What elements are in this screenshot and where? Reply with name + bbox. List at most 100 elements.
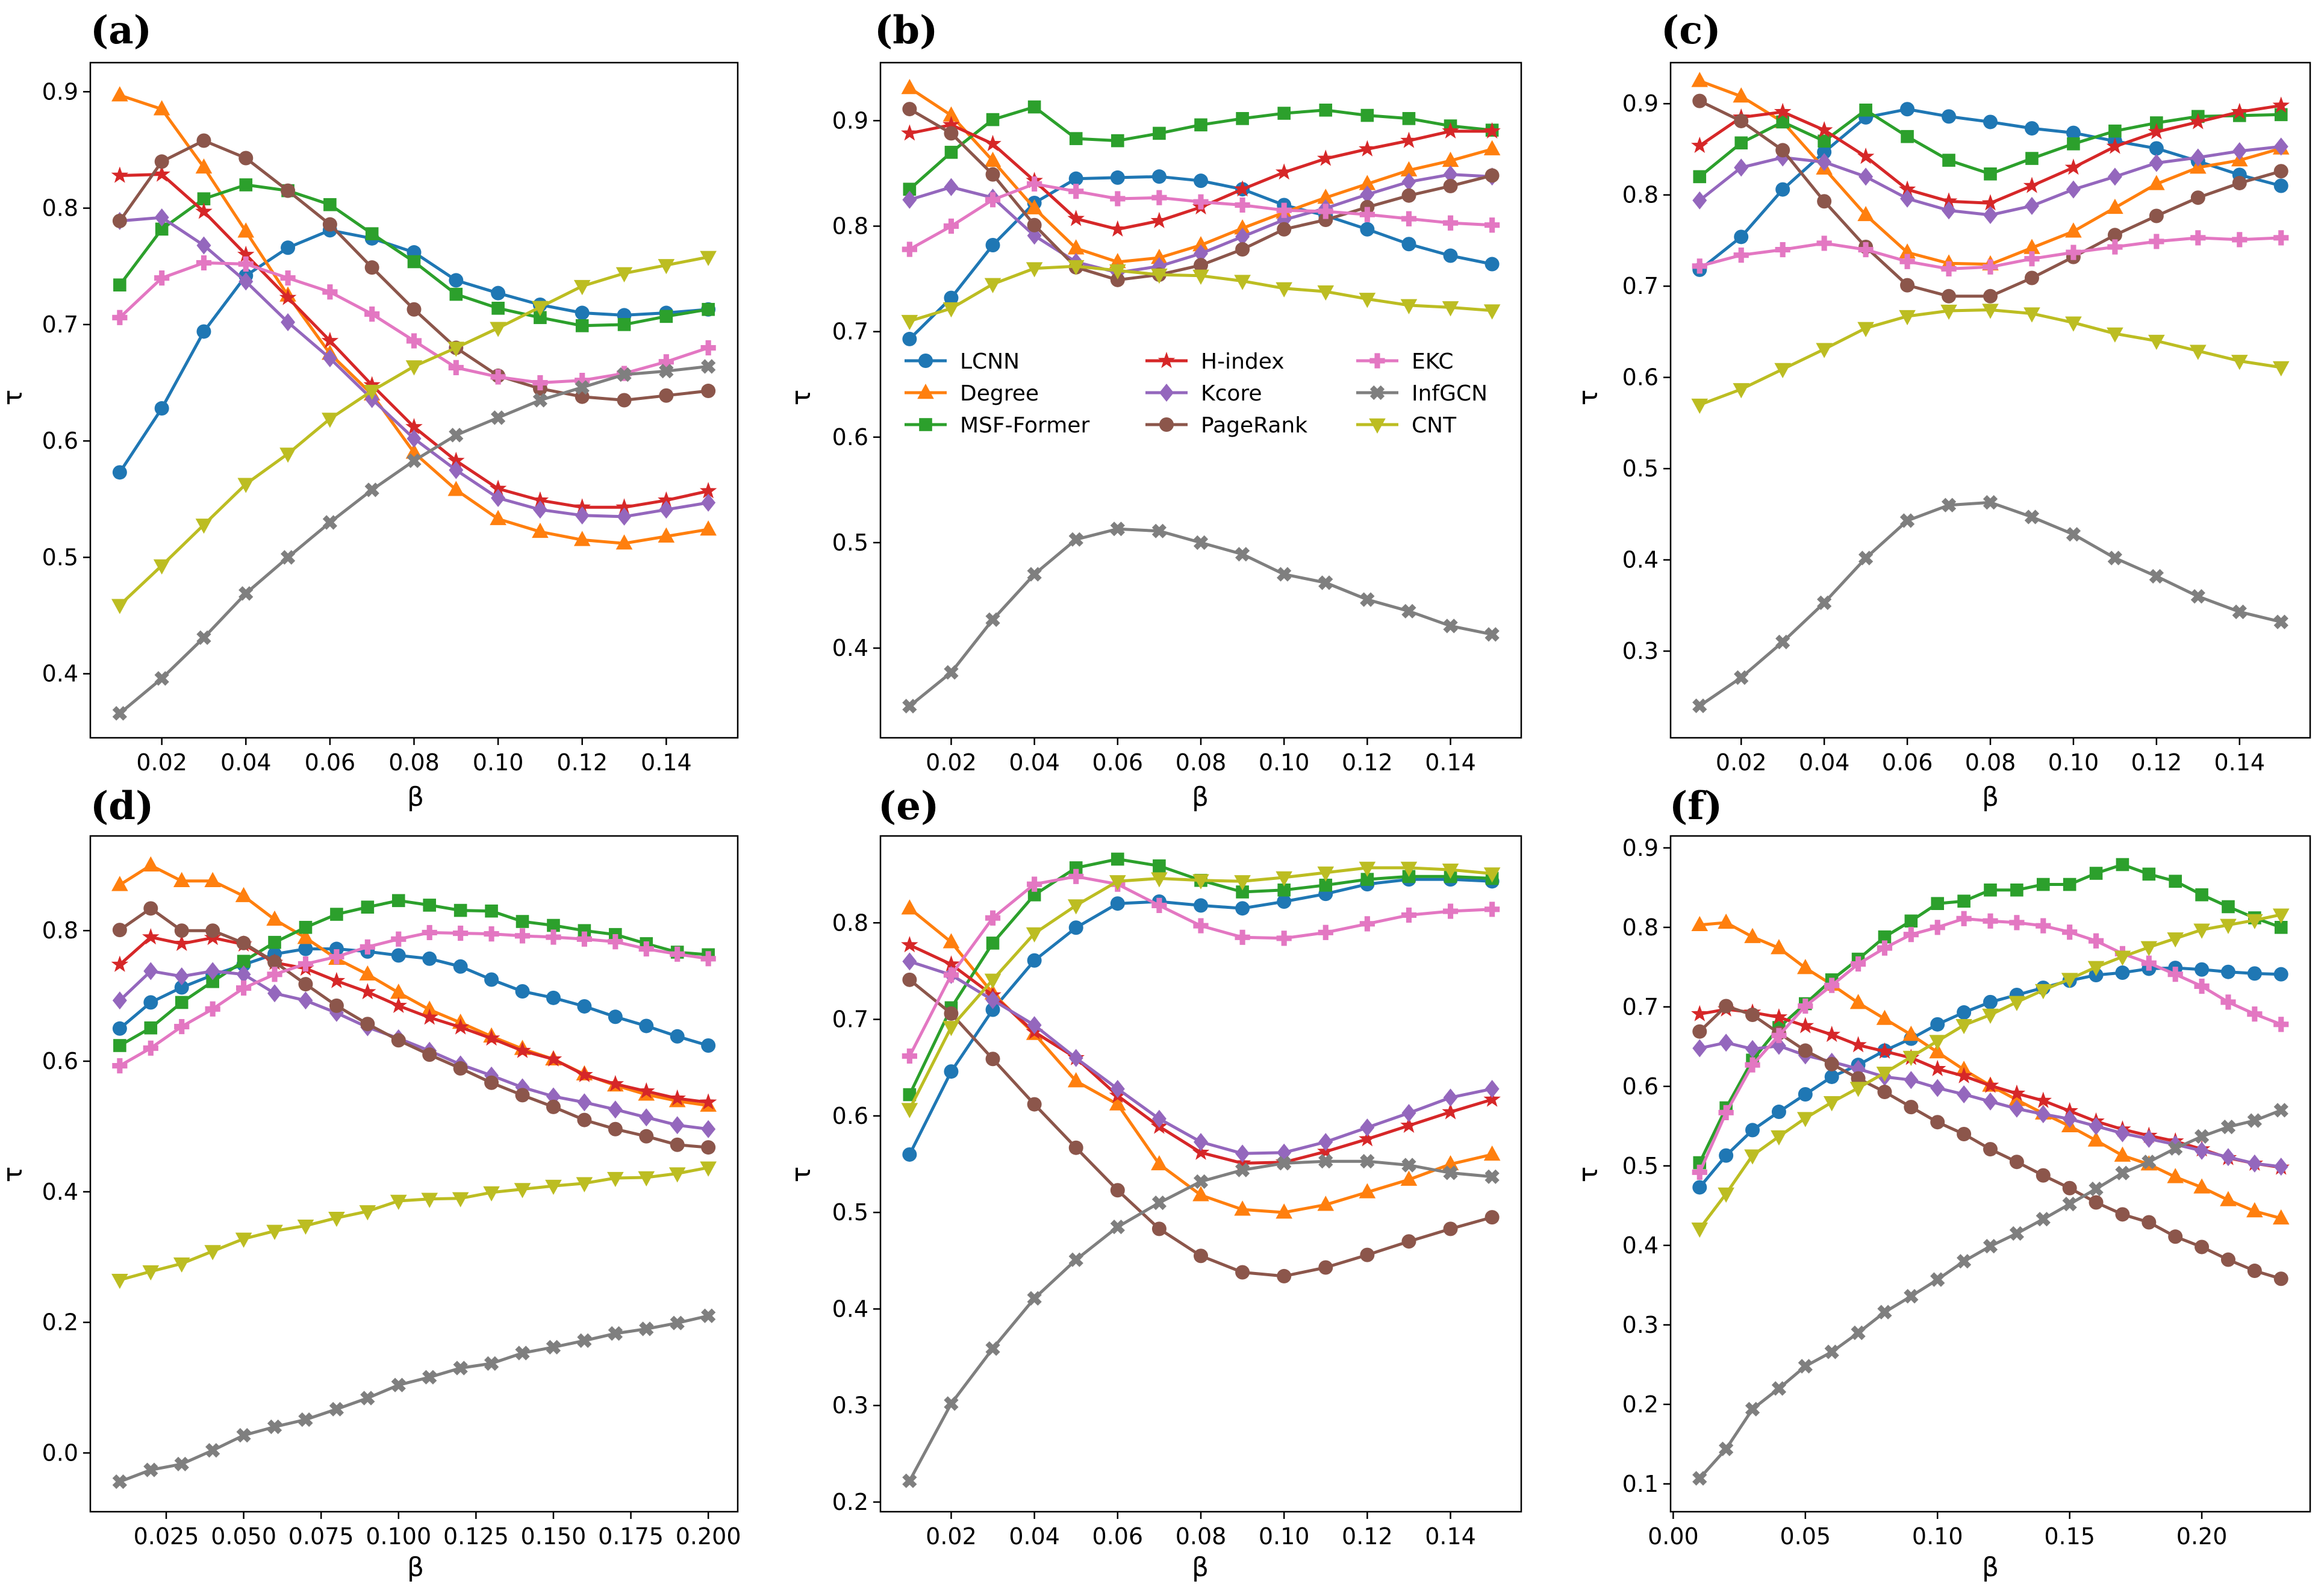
data-point-ekc [1930,920,1945,935]
data-point-degree [390,984,407,999]
data-point-kcore [1318,1133,1333,1152]
data-point-msf-former [1236,112,1249,125]
data-point-msf-former [268,935,281,949]
data-point-pagerank [1401,1234,1416,1249]
data-point-kcore [1745,1040,1760,1058]
data-point-pagerank [2024,270,2039,285]
data-point-infgcn [1899,513,1915,528]
y-tick-label-e: 0.3 [832,1392,868,1419]
data-point-h-index [1150,211,1168,228]
data-point-h-index [421,1008,438,1025]
data-point-kcore [1930,1079,1945,1097]
data-point-cnt [359,1205,376,1221]
data-point-msf-former [617,318,631,331]
data-point-ekc [391,931,407,947]
data-point-pagerank [1401,188,1416,203]
data-point-ekc [154,270,170,286]
data-point-lcnn [2247,966,2262,981]
data-point-h-index [1857,148,1875,164]
panel-label-d: (d) [90,784,154,829]
data-point-pagerank [1235,1265,1250,1280]
data-point-lcnn [484,972,499,987]
data-point-infgcn [453,1361,468,1376]
data-point-pagerank [2142,1215,2157,1230]
data-point-cnt [405,360,423,376]
data-point-msf-former [206,974,219,988]
x-tick-label-a: 0.10 [473,749,524,776]
data-point-pagerank [1484,168,1500,183]
data-point-ekc [1745,1057,1760,1073]
data-point-kcore [1194,245,1208,263]
data-point-degree [615,534,633,550]
data-point-cnt [2140,941,2158,956]
data-point-ekc [985,192,1001,208]
data-point-lcnn [281,240,296,255]
data-point-ekc [322,284,338,300]
data-point-degree [266,910,283,926]
y-axis-label-e: τ [786,1167,817,1183]
legend-marker-ekc [1369,353,1385,369]
panel-label-c: (c) [1661,8,1721,53]
data-point-degree [1899,243,1916,259]
data-point-kcore [1360,1118,1375,1137]
data-point-msf-former [491,302,505,315]
data-point-degree [173,871,190,887]
data-point-infgcn [1110,522,1125,537]
data-point-msf-former [239,178,253,192]
data-point-h-index [2064,158,2083,175]
legend-label-h-index: H-index [1201,349,1285,374]
data-point-degree [490,510,506,525]
data-point-ekc [406,333,422,349]
data-point-degree [1151,249,1168,264]
y-tick-label-b: 0.8 [832,213,868,239]
data-point-h-index [328,971,346,988]
data-point-pagerank [670,1137,685,1152]
data-point-msf-former [1734,136,1748,150]
data-point-infgcn [1151,1196,1167,1211]
data-point-ekc [902,1048,917,1064]
data-point-lcnn [608,1009,623,1024]
data-point-ekc [298,956,314,972]
data-point-infgcn [1957,1254,1972,1269]
data-point-kcore [236,965,251,984]
data-point-pagerank [1904,1100,1919,1115]
data-point-cnt [111,1273,128,1289]
data-point-kcore [639,1108,654,1127]
data-point-ekc [1151,897,1167,914]
data-point-cnt [490,322,506,337]
data-point-ekc [1276,931,1292,946]
y-tick-label-f: 0.9 [1622,835,1659,861]
data-point-h-index [279,288,297,305]
data-point-ekc [1235,929,1250,945]
data-point-degree [1317,1196,1335,1211]
data-point-pagerank [2195,1239,2210,1255]
data-point-lcnn [391,948,406,963]
data-point-ekc [267,967,282,982]
data-point-ekc [1816,235,1832,251]
data-point-infgcn [2149,569,2164,584]
data-point-kcore [2190,148,2205,167]
data-point-degree [1483,140,1501,155]
series-pagerank-a [112,133,716,408]
data-point-lcnn [1983,114,1998,129]
panel-label-e: (e) [878,784,939,829]
data-point-pagerank [112,923,127,938]
data-point-kcore [944,178,959,196]
data-point-lcnn [1900,102,1915,117]
legend-marker-pagerank [1159,417,1174,432]
data-point-ekc [1276,202,1292,218]
data-point-lcnn [154,401,169,416]
data-point-degree [111,86,128,102]
x-tick-label-a: 0.02 [136,749,187,776]
panel-b: (b) β τ 0.02 0.04 0.06 0.08 0.10 0.12 0.14 0.4 0… [786,8,1522,812]
data-point-cnt [1400,861,1418,877]
data-point-degree [1317,189,1335,204]
data-point-ekc [2220,994,2236,1010]
y-tick-label-f: 0.2 [1622,1391,1659,1418]
data-point-infgcn [2024,510,2040,525]
data-point-ekc [205,1001,220,1017]
data-point-pagerank [1194,258,1208,273]
data-point-lcnn [944,1064,959,1079]
data-point-infgcn [1277,567,1292,582]
data-point-ekc [1484,217,1500,233]
